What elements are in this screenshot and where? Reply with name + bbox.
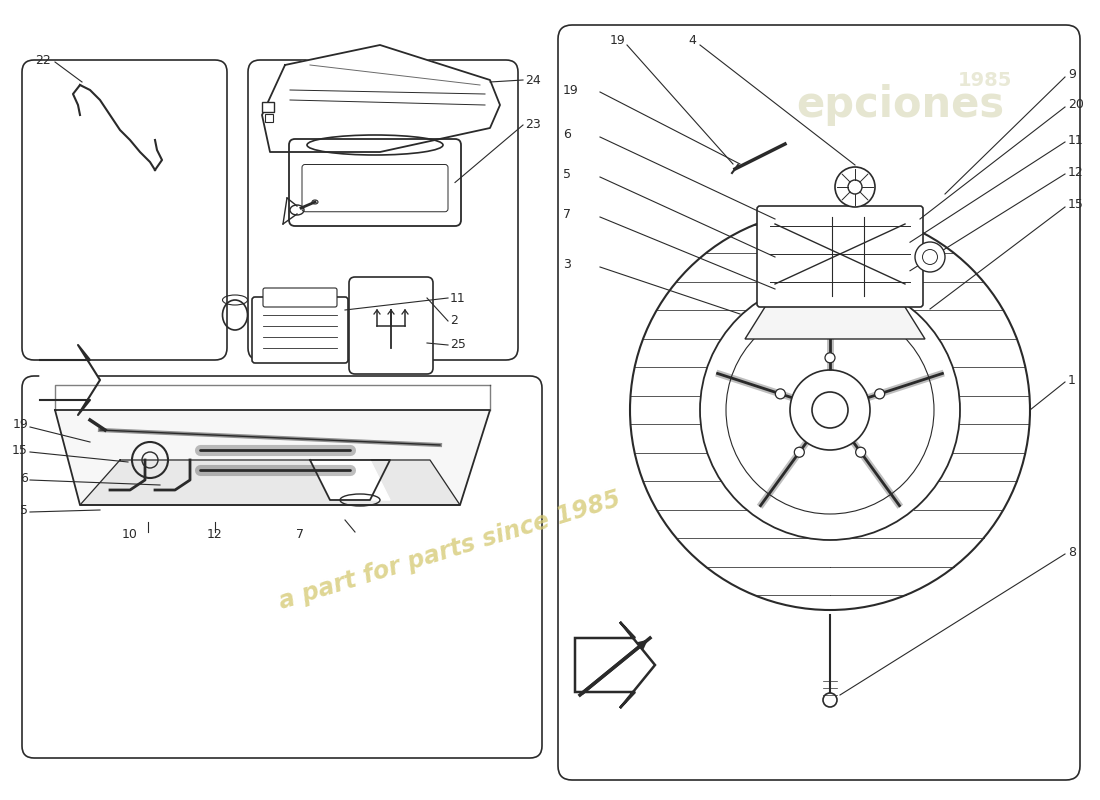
Text: 7: 7 xyxy=(563,209,571,222)
Text: 10: 10 xyxy=(122,529,138,542)
Circle shape xyxy=(794,447,804,458)
Circle shape xyxy=(848,180,862,194)
Ellipse shape xyxy=(700,280,960,540)
Text: 1985: 1985 xyxy=(958,70,1012,90)
Text: 19: 19 xyxy=(12,418,28,431)
Text: 3: 3 xyxy=(563,258,571,271)
Text: 11: 11 xyxy=(1068,134,1084,146)
FancyBboxPatch shape xyxy=(558,25,1080,780)
Circle shape xyxy=(874,389,884,399)
Text: 2: 2 xyxy=(450,314,458,327)
Bar xyxy=(265,114,273,122)
Ellipse shape xyxy=(790,370,870,450)
Circle shape xyxy=(823,693,837,707)
Polygon shape xyxy=(310,460,390,500)
Text: 12: 12 xyxy=(207,529,223,542)
Text: 6: 6 xyxy=(20,471,28,485)
Text: 11: 11 xyxy=(450,291,465,305)
Polygon shape xyxy=(575,622,654,708)
Text: 7: 7 xyxy=(296,529,304,542)
Text: 20: 20 xyxy=(1068,98,1084,111)
Text: 23: 23 xyxy=(525,118,541,131)
Ellipse shape xyxy=(812,392,848,428)
Text: 15: 15 xyxy=(12,443,28,457)
Polygon shape xyxy=(262,45,500,152)
FancyBboxPatch shape xyxy=(22,60,227,360)
Text: 5: 5 xyxy=(563,169,571,182)
Text: 15: 15 xyxy=(1068,198,1084,211)
Text: 24: 24 xyxy=(525,74,541,86)
Polygon shape xyxy=(55,410,490,505)
FancyBboxPatch shape xyxy=(248,60,518,360)
FancyBboxPatch shape xyxy=(289,139,461,226)
Polygon shape xyxy=(745,299,925,339)
Text: epciones: epciones xyxy=(796,84,1004,126)
Circle shape xyxy=(856,447,866,458)
Text: 8: 8 xyxy=(1068,546,1076,558)
Text: 4: 4 xyxy=(688,34,696,46)
FancyBboxPatch shape xyxy=(349,277,433,374)
Text: 9: 9 xyxy=(1068,69,1076,82)
Circle shape xyxy=(915,242,945,272)
Text: 12: 12 xyxy=(1068,166,1084,178)
Text: 5: 5 xyxy=(20,503,28,517)
Circle shape xyxy=(776,389,785,399)
Circle shape xyxy=(825,353,835,363)
Text: 22: 22 xyxy=(35,54,51,66)
Text: 19: 19 xyxy=(610,34,626,46)
Text: 6: 6 xyxy=(563,129,571,142)
Text: 25: 25 xyxy=(450,338,466,351)
Text: 1: 1 xyxy=(1068,374,1076,386)
Text: 19: 19 xyxy=(563,83,579,97)
Circle shape xyxy=(835,167,874,207)
FancyBboxPatch shape xyxy=(22,376,542,758)
Polygon shape xyxy=(80,460,460,505)
FancyBboxPatch shape xyxy=(757,206,923,307)
Polygon shape xyxy=(40,345,100,415)
Text: a part for parts since 1985: a part for parts since 1985 xyxy=(276,486,624,614)
Bar xyxy=(262,102,274,112)
FancyBboxPatch shape xyxy=(302,165,448,212)
FancyBboxPatch shape xyxy=(263,288,337,307)
FancyBboxPatch shape xyxy=(252,297,348,363)
